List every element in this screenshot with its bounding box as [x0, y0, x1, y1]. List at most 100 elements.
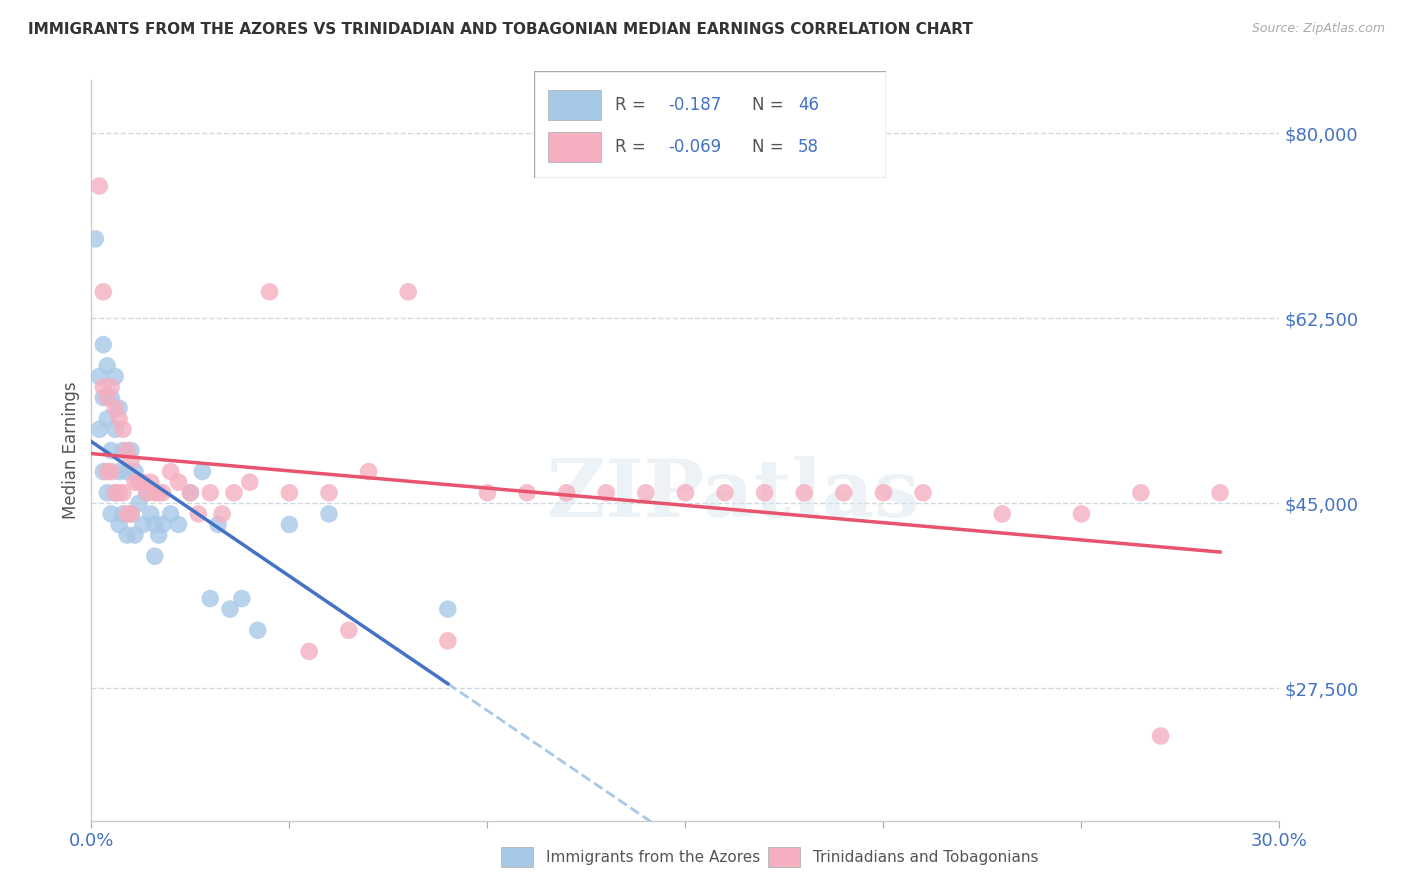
Point	[207, 517, 229, 532]
Point	[159, 465, 181, 479]
Point	[298, 644, 321, 658]
Point	[115, 443, 138, 458]
Point	[104, 485, 127, 500]
Point	[436, 602, 458, 616]
Text: R =: R =	[616, 95, 651, 113]
Point	[143, 485, 166, 500]
Point	[152, 485, 174, 500]
Point	[167, 517, 190, 532]
Point	[200, 591, 222, 606]
Point	[219, 602, 242, 616]
Bar	[501, 847, 533, 867]
Y-axis label: Median Earnings: Median Earnings	[62, 382, 80, 519]
Point	[100, 443, 122, 458]
Point	[222, 485, 245, 500]
Point	[91, 380, 114, 394]
Point	[104, 485, 127, 500]
Point	[1150, 729, 1173, 743]
Text: ZIPatlas: ZIPatlas	[547, 456, 920, 534]
Point	[143, 517, 166, 532]
Point	[124, 475, 146, 490]
Point	[793, 485, 815, 500]
Point	[89, 369, 111, 384]
Point	[436, 633, 458, 648]
Point	[239, 475, 262, 490]
Point	[120, 443, 142, 458]
Text: Immigrants from the Azores: Immigrants from the Azores	[546, 850, 759, 864]
Point	[124, 465, 146, 479]
Point	[516, 485, 538, 500]
Point	[143, 549, 166, 564]
Point	[112, 443, 135, 458]
Point	[115, 528, 138, 542]
Point	[832, 485, 855, 500]
Point	[179, 485, 201, 500]
Point	[108, 465, 131, 479]
Point	[112, 422, 135, 436]
Point	[714, 485, 737, 500]
Point	[112, 485, 135, 500]
Point	[91, 465, 114, 479]
Point	[191, 465, 214, 479]
Point	[135, 485, 157, 500]
Point	[128, 496, 150, 510]
Point	[634, 485, 657, 500]
Point	[477, 485, 499, 500]
Point	[108, 411, 131, 425]
Point	[120, 507, 142, 521]
Point	[115, 507, 138, 521]
Point	[246, 624, 269, 638]
FancyBboxPatch shape	[534, 71, 886, 178]
Point	[187, 507, 209, 521]
Text: N =: N =	[752, 95, 789, 113]
Point	[139, 475, 162, 490]
Point	[167, 475, 190, 490]
Point	[96, 485, 118, 500]
Text: Source: ZipAtlas.com: Source: ZipAtlas.com	[1251, 22, 1385, 36]
Point	[872, 485, 894, 500]
Point	[148, 528, 170, 542]
Point	[115, 465, 138, 479]
Point	[278, 517, 301, 532]
Point	[100, 391, 122, 405]
Point	[595, 485, 617, 500]
Point	[318, 507, 340, 521]
Point	[89, 179, 111, 194]
Point	[132, 475, 155, 490]
Point	[108, 485, 131, 500]
Point	[124, 528, 146, 542]
Bar	[768, 847, 800, 867]
Point	[120, 454, 142, 468]
Point	[91, 285, 114, 299]
Text: N =: N =	[752, 138, 789, 156]
Point	[754, 485, 776, 500]
Point	[179, 485, 201, 500]
Point	[108, 401, 131, 416]
Point	[555, 485, 578, 500]
Point	[159, 507, 181, 521]
Point	[673, 485, 696, 500]
Point	[100, 465, 122, 479]
Point	[396, 285, 419, 299]
Point	[911, 485, 934, 500]
Point	[112, 507, 135, 521]
Point	[1209, 485, 1232, 500]
Text: 46: 46	[799, 95, 818, 113]
Point	[211, 507, 233, 521]
Point	[152, 517, 174, 532]
Text: 58: 58	[799, 138, 818, 156]
Point	[148, 485, 170, 500]
Point	[100, 380, 122, 394]
Point	[84, 232, 107, 246]
Point	[96, 465, 118, 479]
Point	[96, 391, 118, 405]
Point	[91, 391, 114, 405]
Point	[318, 485, 340, 500]
Point	[259, 285, 281, 299]
Bar	[548, 132, 602, 162]
Point	[357, 465, 380, 479]
Point	[104, 422, 127, 436]
Point	[1129, 485, 1152, 500]
Point	[135, 485, 157, 500]
Text: IMMIGRANTS FROM THE AZORES VS TRINIDADIAN AND TOBAGONIAN MEDIAN EARNINGS CORRELA: IMMIGRANTS FROM THE AZORES VS TRINIDADIA…	[28, 22, 973, 37]
